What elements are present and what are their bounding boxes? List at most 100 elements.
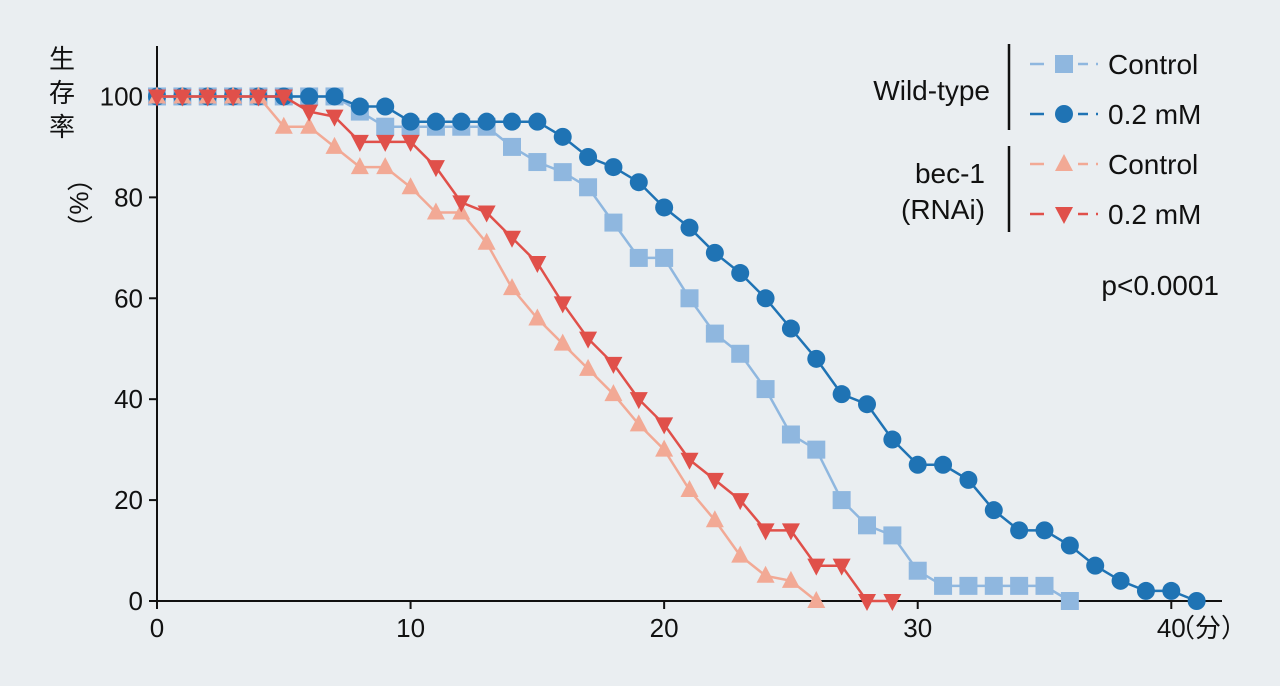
x-tick-label: 20: [650, 613, 679, 643]
y-axis-label-unit: （%）: [64, 165, 94, 240]
data-point: [1010, 576, 1029, 595]
data-point: [426, 160, 445, 178]
data-point: [832, 385, 851, 404]
data-point: [934, 455, 953, 474]
series-2-triangle-up: [148, 86, 826, 608]
data-point: [503, 112, 521, 131]
x-tick-label: 30: [903, 613, 932, 643]
data-point: [477, 205, 496, 223]
data-point: [579, 358, 598, 376]
data-point: [1111, 571, 1130, 590]
data-point: [274, 89, 293, 107]
data-point: [629, 414, 648, 432]
legend-label: 0.2 mM: [1108, 199, 1201, 230]
data-point: [858, 516, 876, 535]
data-point: [883, 526, 902, 545]
data-point: [731, 264, 750, 283]
data-point: [781, 570, 800, 588]
data-point: [705, 243, 724, 262]
x-tick-label: 10: [396, 613, 425, 643]
legend-entry: [1030, 102, 1098, 126]
data-point: [781, 319, 800, 338]
legend-group-label: Wild-type: [873, 75, 990, 106]
data-point: [604, 158, 623, 177]
data-point: [1086, 556, 1105, 575]
legend-marker: [1055, 105, 1073, 123]
series-3-triangle-down: [148, 89, 902, 611]
data-point: [325, 87, 344, 106]
data-point: [807, 440, 826, 459]
data-point: [604, 384, 623, 402]
data-point: [1035, 521, 1054, 540]
p-value-annotation: p<0.0001: [1101, 270, 1219, 301]
data-point: [959, 576, 978, 595]
data-point: [376, 97, 395, 116]
data-point: [680, 480, 699, 497]
data-point: [883, 594, 902, 611]
data-point: [1010, 521, 1029, 540]
data-point: [832, 558, 851, 576]
data-point: [426, 202, 445, 220]
data-point: [655, 417, 674, 435]
legend-group-label: (RNAi): [901, 194, 985, 225]
data-point: [1035, 576, 1054, 595]
legend-entry: [1030, 152, 1098, 176]
data-point: [832, 491, 851, 510]
data-point: [148, 89, 166, 107]
data-point: [629, 173, 648, 192]
y-axis-label-char: 存: [49, 78, 75, 108]
data-point: [781, 425, 800, 444]
data-point: [224, 89, 243, 107]
data-point: [655, 198, 674, 217]
data-point: [680, 289, 699, 308]
data-point: [249, 89, 268, 107]
legend-marker: [1055, 207, 1073, 224]
data-point: [680, 452, 699, 470]
data-point: [274, 116, 293, 134]
data-point: [553, 296, 572, 314]
y-tick-label: 40: [114, 384, 143, 414]
data-point: [756, 565, 775, 583]
data-point: [553, 333, 572, 351]
legend-marker: [1055, 55, 1073, 73]
data-point: [376, 157, 395, 175]
data-point: [452, 112, 471, 131]
y-tick-label: 60: [114, 283, 143, 313]
data-point: [401, 112, 420, 131]
legend-label: 0.2 mM: [1108, 99, 1201, 130]
data-point: [553, 127, 572, 146]
data-point: [934, 576, 953, 595]
data-point: [350, 134, 369, 152]
data-point: [401, 177, 420, 195]
data-point: [579, 178, 598, 197]
data-point: [781, 523, 800, 541]
data-point: [655, 439, 674, 457]
data-point: [756, 289, 775, 308]
data-point: [705, 324, 724, 343]
data-point: [325, 109, 344, 127]
data-point: [1136, 581, 1155, 600]
data-point: [908, 455, 927, 474]
data-point: [528, 112, 547, 131]
data-point: [655, 248, 674, 267]
y-tick-label: 80: [114, 182, 143, 212]
data-point: [579, 331, 598, 349]
data-point: [1060, 592, 1079, 610]
data-point: [300, 116, 319, 134]
data-point: [705, 510, 724, 528]
data-point: [731, 344, 750, 363]
data-point: [756, 380, 775, 399]
data-point: [858, 594, 876, 611]
series-1-circle: [148, 87, 1206, 610]
data-point: [705, 472, 724, 490]
data-point: [604, 356, 623, 374]
data-point: [807, 349, 826, 368]
data-point: [604, 213, 623, 232]
data-point: [528, 308, 547, 326]
y-axis-label-char: 生: [49, 44, 75, 74]
data-point: [503, 278, 521, 296]
data-point: [376, 134, 395, 152]
y-axis-label-char: 率: [49, 112, 75, 142]
data-point: [858, 395, 876, 414]
